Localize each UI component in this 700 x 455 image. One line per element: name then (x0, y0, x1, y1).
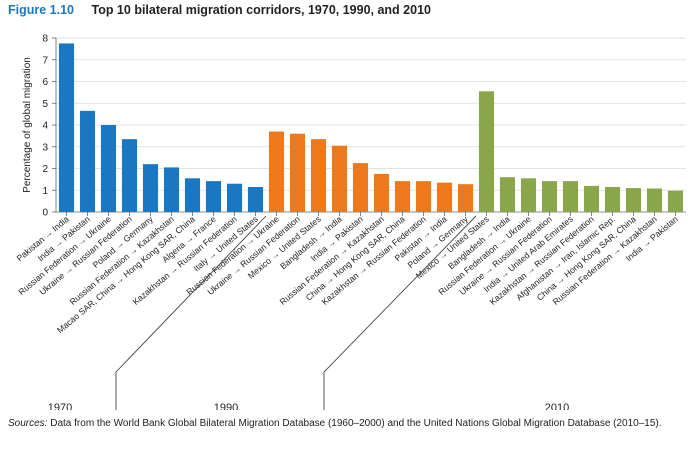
y-tick-label: 8 (42, 34, 48, 45)
figure-header: Figure 1.10 Top 10 bilateral migration c… (8, 3, 431, 17)
bar (226, 183, 243, 212)
bar (478, 91, 495, 212)
y-tick-label: 1 (42, 186, 48, 197)
bar (79, 110, 96, 212)
bar (394, 181, 411, 212)
gridlines (56, 37, 686, 213)
bar (373, 173, 390, 212)
bar (625, 188, 642, 212)
bars (58, 43, 684, 212)
y-axis: 0 1 2 3 4 5 6 7 8 Percentage of global migration (22, 34, 57, 219)
bar (667, 190, 684, 212)
source-prefix: Sources: (8, 418, 48, 429)
bar (331, 145, 348, 212)
bar (499, 177, 516, 212)
group-divider (323, 215, 477, 410)
bar (184, 178, 201, 212)
y-tick-label: 4 (42, 121, 48, 132)
y-tick-label: 5 (42, 99, 48, 110)
decade-label: 2010 (545, 402, 569, 410)
bar (163, 167, 180, 212)
y-axis-label: Percentage of global migration (22, 57, 33, 193)
bar (646, 188, 663, 212)
y-tick-label: 2 (42, 164, 48, 175)
y-tick-label: 3 (42, 142, 48, 153)
bar (205, 181, 222, 212)
figure-label: Figure 1.10 (8, 3, 74, 17)
bar (436, 182, 453, 212)
bar (457, 184, 474, 212)
bar (247, 186, 264, 212)
bar (562, 181, 579, 212)
y-tick-label: 6 (42, 77, 48, 88)
bar (58, 43, 75, 212)
bar (520, 178, 537, 212)
bar (100, 125, 117, 212)
bar (121, 139, 138, 212)
y-tick-label: 0 (42, 208, 48, 219)
bar (289, 133, 306, 212)
bar (583, 185, 600, 212)
chart-title: Top 10 bilateral migration corridors, 19… (91, 3, 431, 17)
bar (310, 139, 327, 212)
bar (352, 163, 369, 212)
decade-label: 1990 (214, 402, 238, 410)
decade-labels: 1970 1990 2010 (48, 215, 569, 410)
source-text: Data from the World Bank Global Bilatera… (50, 418, 662, 429)
source-note: Sources: Data from the World Bank Global… (8, 418, 694, 431)
bar (142, 164, 159, 212)
bar (541, 181, 558, 212)
decade-label: 1970 (48, 402, 72, 410)
y-tick-label: 7 (42, 55, 48, 66)
bar (604, 186, 621, 212)
bar (415, 181, 432, 212)
group-divider (115, 215, 267, 410)
bar (268, 131, 285, 212)
